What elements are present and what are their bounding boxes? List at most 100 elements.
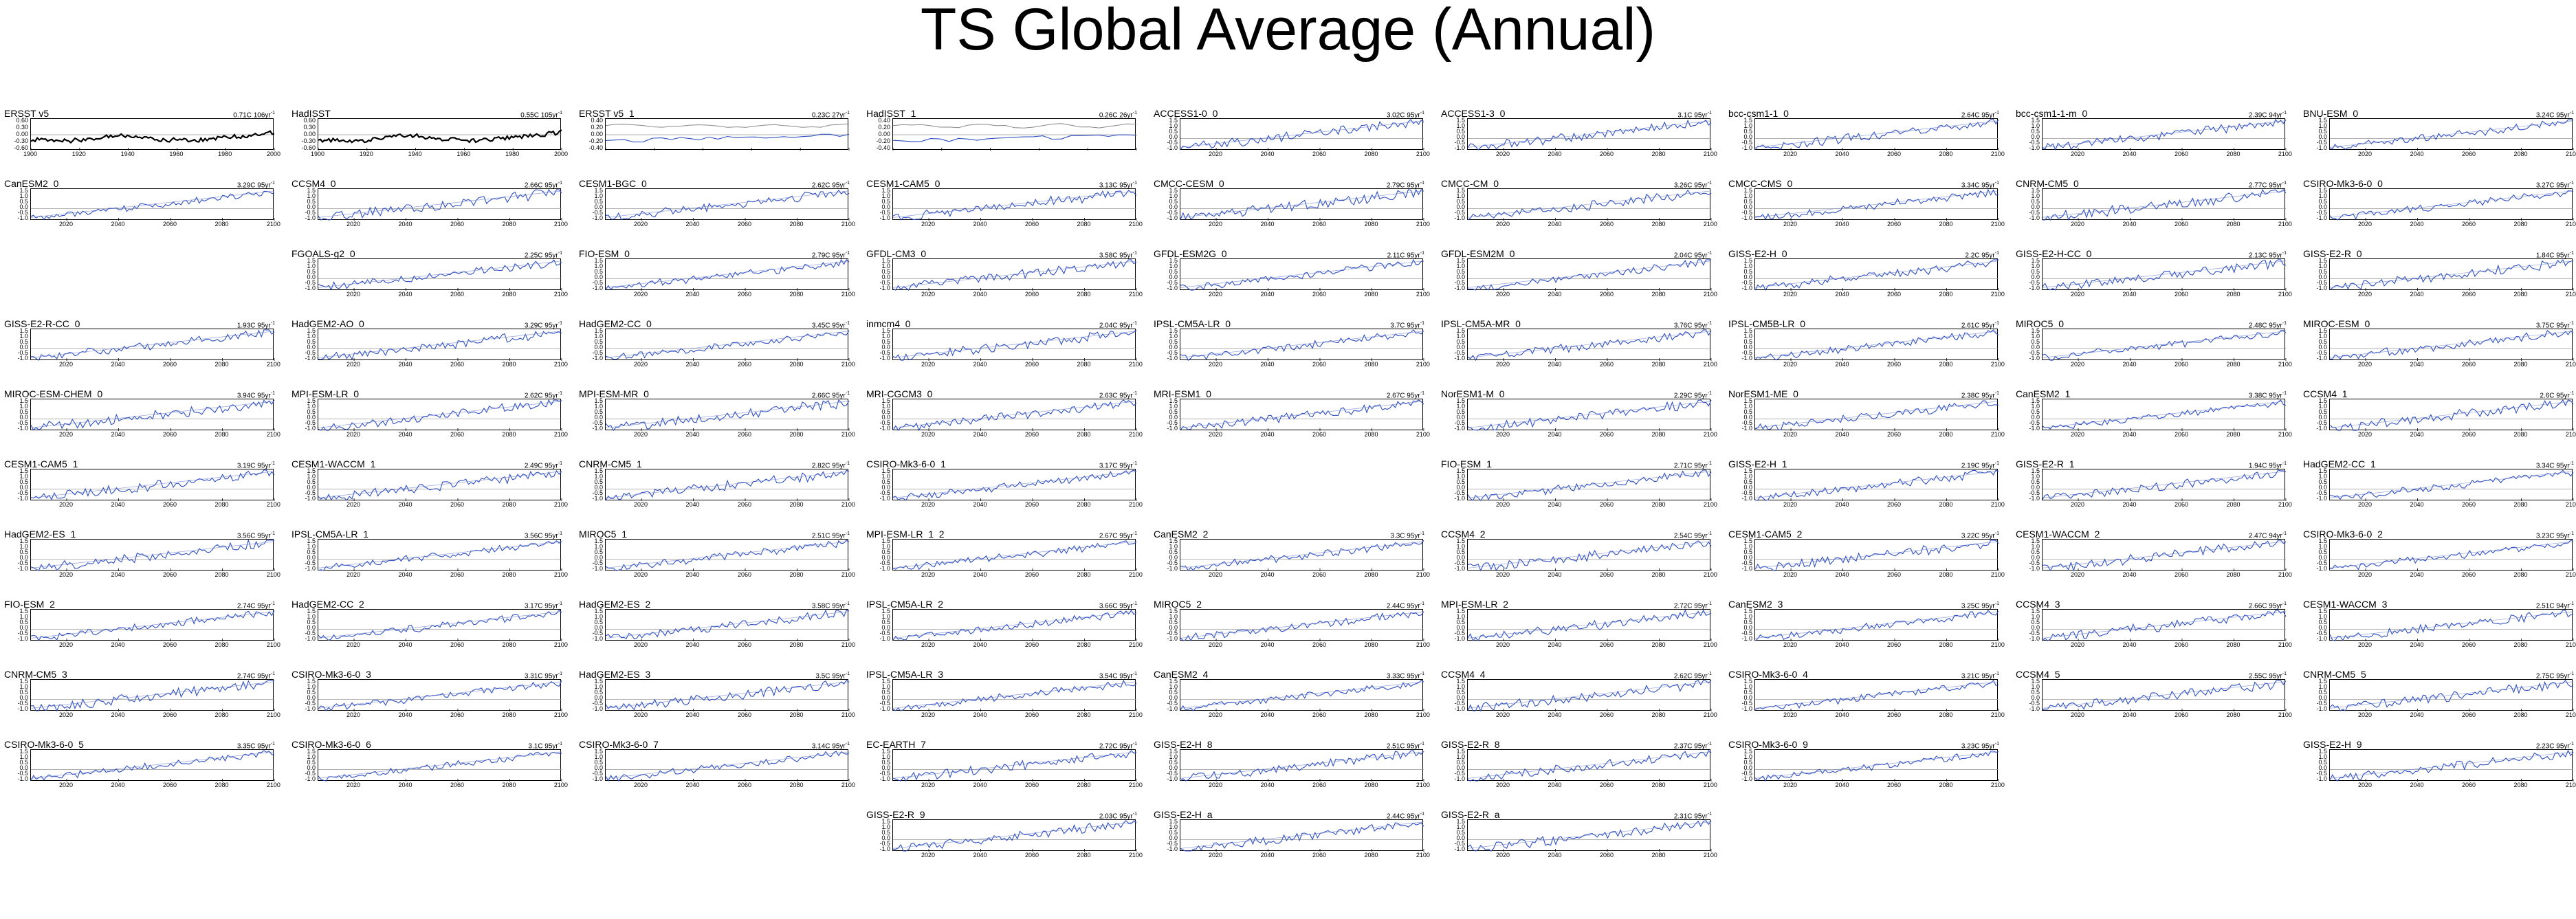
panel-trend-label: 2.51C 95yr-1 [812,530,850,540]
trend-value: 3.94C 95yr [236,392,271,400]
trend-line [30,401,275,428]
trend-exponent: -1 [270,111,275,115]
series-line [605,133,850,143]
x-tick-label: 2020 [346,571,361,578]
series-line [1754,119,1999,151]
series-line [1180,119,1424,151]
y-tick-label: 1.5 [2031,117,2040,124]
chart-panel: GISS-E2-H_0 2.2C 95yr-1 1.5 1.0 0.5 0.0 -0.5 -1… [1727,249,2005,312]
x-tick-label: 2020 [921,291,936,298]
series-line [318,680,562,712]
y-tick-label: 1.0 [1169,823,1178,830]
x-tick-label: 2100 [841,782,855,788]
x-tick-label: 2080 [1939,151,1953,157]
trend-line [1754,541,1999,568]
y-tick-label: 1.0 [2318,333,2327,340]
panel-title: CCSM4_5 [2016,669,2060,680]
y-tick-label: 0.5 [881,619,890,625]
x-tick-label: 2020 [59,782,74,788]
trend-line [892,611,1137,639]
y-tick-label: 0.5 [881,338,890,345]
chart-panel: CMCC-CMS_0 3.34C 95yr-1 1.5 1.0 0.5 0.0 -0.5 -1… [1727,179,2005,242]
panel-trend-label: 1.93C 95yr-1 [237,320,275,330]
x-tick-label: 2100 [841,501,855,508]
panel-trend-label: 2.77C 95yr-1 [2249,179,2287,190]
y-tick-label: -0.5 [1167,560,1178,566]
y-tick-label: 0.0 [19,764,28,771]
y-tick-label: 1.5 [881,818,890,825]
y-tick-label: 1.0 [2031,192,2040,199]
trend-exponent: -1 [2282,391,2287,396]
y-tick-label: 1.0 [19,473,28,480]
panel-trend-label: 3.25C 95yr-1 [1961,600,1999,610]
x-tick-label: 2080 [2226,431,2241,438]
plot-area [605,539,850,571]
chart-panel: MIROC-ESM_0 3.75C 95yr-1 1.5 1.0 0.5 0.0 -0.5-… [2302,319,2576,382]
x-tick-label: 2040 [1548,782,1562,788]
y-tick-label: 1.0 [881,823,890,830]
chart-panel: EC-EARTH_7 2.72C 95yr-1 1.5 1.0 0.5 0.0 -0.5 -1… [865,740,1143,803]
trend-exponent: -1 [2569,601,2574,606]
y-tick-label: 1.0 [1743,543,1752,550]
x-tick-label: 2100 [553,571,568,578]
panel-title: FIO-ESM_0 [579,248,630,259]
x-tick-label: 2020 [634,782,648,788]
x-tick-label: 2080 [2226,221,2241,228]
x-tick-label: 2060 [450,782,464,788]
y-tick-label: 0.40 [878,117,890,124]
series-line [1467,609,1712,642]
x-tick-label: 2040 [1260,221,1275,228]
y-tick-label: 0.30 [16,124,28,131]
x-tick-label: 2040 [1260,782,1275,788]
series-line [892,259,1137,291]
plot-svg [605,609,850,641]
trend-line [892,331,1137,358]
series-line [30,610,275,641]
y-tick-label: -0.5 [17,770,28,777]
panel-title: CESM1-CAM5_0 [866,178,940,189]
plot-svg [1180,188,1424,221]
panel-trend-label: 2.04C 95yr-1 [1674,250,1712,260]
panel-title: CESM1-BGC_0 [579,178,647,189]
trend-exponent: -1 [1707,391,1712,396]
panel-title: bcc-csm1-1-m_0 [2016,108,2088,119]
x-tick-label: 2040 [111,431,125,438]
trend-exponent: -1 [1994,672,1999,676]
trend-value: 0.26C 26yr [1099,111,1133,120]
y-tick-label: 0.5 [2318,128,2327,135]
x-tick-label: 2080 [1077,782,1091,788]
x-tick-label: 1980 [505,151,520,157]
x-tick-label: 2080 [502,782,516,788]
y-tick-label: -0.5 [2316,630,2327,636]
x-tick-label: 2060 [1886,221,1901,228]
x-tick-label: 2040 [2410,151,2424,157]
y-tick-label: -0.40 [876,144,890,151]
y-tick-label: 0.0 [1169,554,1178,561]
x-tick-label: 2080 [2513,641,2528,648]
x-tick-label: 2040 [1835,291,1849,298]
x-tick-label: 2040 [2122,711,2137,718]
y-tick-label: 0.5 [1743,408,1752,415]
x-tick-label: 2020 [2358,291,2373,298]
y-tick-label: 0.0 [1169,203,1178,210]
trend-line [30,751,275,779]
trend-line [1467,681,1712,709]
panel-title: GISS-E2-R_a [1441,809,1500,820]
panel-trend-label: 3.58C 95yr-1 [812,600,850,610]
trend-exponent: -1 [845,672,850,676]
y-tick-label: 1.0 [2031,403,2040,410]
trend-exponent: -1 [558,742,562,746]
trend-exponent: -1 [1132,672,1137,676]
x-tick-label: 2040 [685,782,700,788]
y-tick-label: 0.5 [19,198,28,205]
trend-exponent: -1 [2569,742,2574,746]
y-tick-label: -1.0 [879,845,890,852]
trend-value: 2.75C 95yr [2535,672,2570,680]
y-tick-label: 1.0 [1743,613,1752,620]
y-tick-label: 1.0 [594,613,603,620]
y-tick-label: 1.5 [1169,257,1178,264]
trend-value: 2.38C 95yr [1961,392,1995,400]
x-tick-label: 2080 [2513,151,2528,157]
x-tick-label: 2100 [1990,431,2005,438]
x-tick-label: 2080 [1939,431,1953,438]
